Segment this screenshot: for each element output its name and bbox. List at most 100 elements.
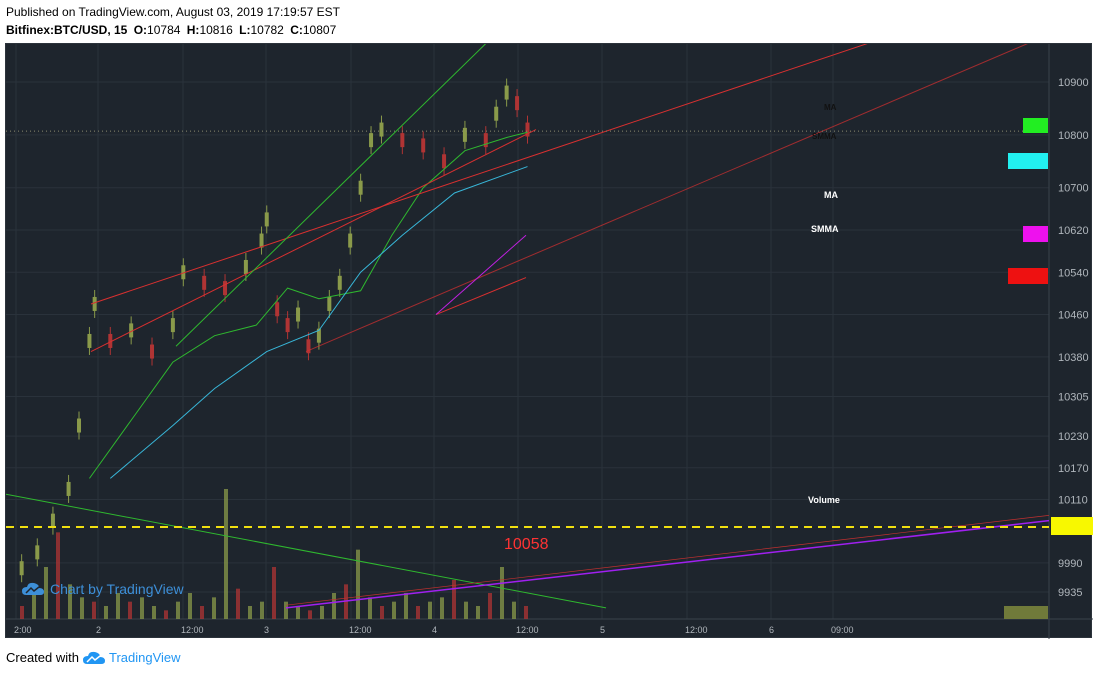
candle-body (483, 133, 488, 148)
marker-red (1008, 268, 1048, 284)
candle-body (462, 127, 467, 142)
green-trend-up (175, 44, 487, 347)
ma-line (89, 131, 528, 479)
price-chart[interactable]: 1100010058MASMMAMASMMAVolume109001080010… (6, 44, 1093, 639)
volume-bar (488, 593, 492, 619)
cloud-icon (22, 582, 44, 595)
volume-bar (428, 601, 432, 619)
y-tick-label: 10305 (1058, 391, 1089, 403)
marker-cyan (1008, 153, 1048, 169)
volume-bar (368, 597, 372, 619)
x-tick-label: 12:00 (516, 625, 539, 635)
volume-bar (332, 593, 336, 619)
channel-lower (305, 44, 1028, 352)
close-value: 10807 (302, 23, 337, 37)
annotation-10058: 10058 (504, 536, 549, 553)
candle-body (504, 85, 509, 100)
volume-bar (476, 606, 480, 619)
volume-bar (104, 606, 108, 619)
volume-bar (500, 567, 504, 619)
candle-body (358, 180, 363, 195)
footer: Created with TradingView (6, 650, 181, 665)
candle-body (66, 481, 71, 496)
candle-body (316, 328, 321, 343)
indicator-label: Volume (808, 495, 840, 505)
low-label: L: (239, 23, 251, 37)
volume-bar (212, 597, 216, 619)
candle-body (259, 233, 264, 248)
published-line: Published on TradingView.com, August 03,… (6, 5, 341, 19)
volume-bar (380, 606, 384, 619)
y-tick-label: 10900 (1058, 77, 1089, 89)
y-tick-label: 10110 (1058, 495, 1088, 507)
marker-green (1023, 118, 1048, 133)
candle-body (379, 122, 384, 137)
y-tick-label: 10460 (1058, 310, 1089, 322)
volume-bar (188, 593, 192, 619)
x-tick-label: 2 (96, 625, 101, 635)
high-label: H: (186, 23, 200, 37)
x-tick-label: 2:00 (14, 625, 32, 635)
candle-body (243, 259, 248, 274)
candle-body (87, 333, 92, 348)
candle-body (170, 318, 175, 333)
y-tick-label: 10230 (1058, 431, 1089, 443)
candle-body (348, 233, 353, 248)
volume-bar (92, 601, 96, 619)
y-tick-label: 9990 (1058, 558, 1082, 570)
candle-body (400, 133, 405, 148)
y-tick-label: 10700 (1058, 183, 1089, 195)
candle-body (77, 418, 82, 433)
volume-bar (32, 593, 36, 619)
candle-body (35, 545, 40, 560)
close-label: C: (290, 23, 303, 37)
indicator-label: MA (824, 190, 838, 200)
candle-body (275, 302, 280, 317)
candle-body (515, 96, 520, 111)
volume-bar (452, 580, 456, 619)
x-tick-label: 5 (600, 625, 605, 635)
watermark: Chart by TradingView (22, 581, 184, 597)
volume-bar (404, 593, 408, 619)
marker-magenta (1023, 226, 1048, 242)
volume-bar (140, 597, 144, 619)
channel-short (435, 277, 527, 316)
volume-bar (56, 532, 60, 619)
candle-body (369, 133, 374, 148)
created-with-label: Created with (6, 650, 79, 665)
candle-body (296, 307, 301, 322)
y-tick-label: 10540 (1058, 267, 1089, 279)
smma-line (109, 166, 528, 479)
volume-bar (116, 593, 120, 619)
candle-body (494, 106, 499, 121)
green-trend-line (6, 493, 607, 609)
candle-body (150, 344, 155, 359)
watermark-text: Chart by TradingView (50, 581, 184, 597)
volume-bar (392, 601, 396, 619)
volume-bar (248, 606, 252, 619)
volume-bar (80, 597, 84, 619)
candle-body (202, 275, 207, 290)
candle-body (442, 154, 447, 169)
volume-bar (356, 549, 360, 619)
chart-area[interactable]: 1100010058MASMMAMASMMAVolume109001080010… (5, 43, 1093, 639)
volume-bar (416, 606, 420, 619)
candle-body (181, 265, 186, 280)
volume-bar (164, 610, 168, 619)
volume-bar (44, 567, 48, 619)
volume-bar (524, 606, 528, 619)
x-tick-label: 4 (432, 625, 437, 635)
low-value: 10782 (250, 23, 284, 37)
volume-bar (320, 606, 324, 619)
volume-bar (176, 601, 180, 619)
volume-bar (284, 601, 288, 619)
candle-body (92, 296, 97, 311)
red-trend-line (285, 515, 1050, 606)
x-tick-label: 6 (769, 625, 774, 635)
tradingview-link[interactable]: TradingView (108, 650, 181, 665)
y-tick-label: 9935 (1058, 587, 1082, 599)
x-tick-label: 12:00 (349, 625, 372, 635)
volume-bar (68, 584, 72, 619)
indicator-label: SMMA (811, 224, 839, 234)
x-tick-label: 09:00 (831, 625, 854, 635)
